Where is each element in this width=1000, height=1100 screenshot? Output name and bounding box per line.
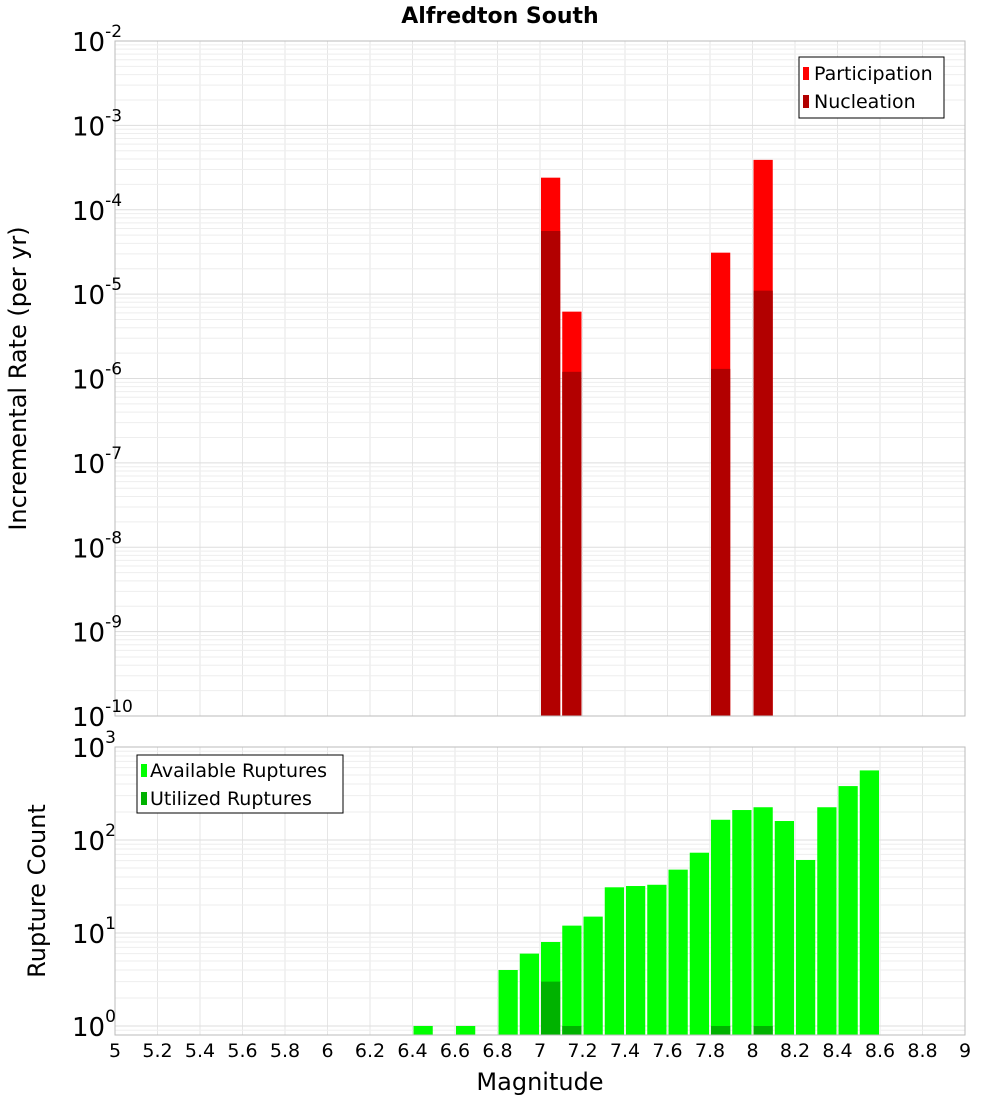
x-tick-label: 7.8 <box>695 1040 725 1062</box>
x-tick-label: 8.2 <box>780 1040 810 1062</box>
x-tick-label: 6.8 <box>482 1040 512 1062</box>
available-ruptures-bar <box>456 1025 476 1035</box>
x-tick-label: 5.2 <box>142 1040 172 1062</box>
x-tick-label: 7 <box>534 1040 546 1062</box>
available-ruptures-bar <box>859 770 879 1035</box>
available-ruptures-bar <box>647 884 667 1035</box>
available-ruptures-bar <box>774 821 794 1035</box>
x-tick-label: 6.6 <box>440 1040 470 1062</box>
available-ruptures-bar <box>413 1025 433 1035</box>
utilized-ruptures-bar <box>711 1025 731 1035</box>
nucleation-bar <box>711 368 731 716</box>
available-ruptures-bar <box>626 886 646 1035</box>
available-legend-swatch <box>141 764 147 777</box>
nucleation-bar <box>562 371 582 716</box>
available-ruptures-bar <box>562 925 582 1035</box>
y-tick-label: 103 <box>72 728 116 764</box>
y-tick-label: 10-6 <box>72 360 122 396</box>
x-tick-label: 6.4 <box>397 1040 427 1062</box>
y-tick-label: 100 <box>72 1007 116 1043</box>
rate-panel-grid <box>114 41 966 717</box>
x-tick-label: 5 <box>109 1040 121 1062</box>
rate-panel-bars <box>541 159 773 717</box>
utilized-legend-label: Utilized Ruptures <box>150 788 312 810</box>
x-tick-label: 8.6 <box>865 1040 895 1062</box>
available-ruptures-bar <box>732 810 752 1035</box>
x-tick-label: 8.8 <box>907 1040 937 1062</box>
x-tick-label: 5.4 <box>185 1040 215 1062</box>
y-tick-label: 10-3 <box>72 106 122 142</box>
rate-panel-y-ticks: 10-10 10-9 10-8 10-7 10-6 10-5 10-4 10-3 10-2 <box>72 22 133 733</box>
count-panel-frame <box>114 746 966 1036</box>
available-legend-label: Available Ruptures <box>150 760 327 782</box>
y-tick-label: 10-10 <box>72 697 133 733</box>
available-ruptures-bar <box>796 859 816 1035</box>
x-axis-ticks: 5 5.2 5.4 5.6 5.8 6 6.2 6.4 6.6 6.8 7 7.2 7.4 7.6 7.8 8… <box>109 1040 971 1062</box>
rate-legend-box <box>798 56 945 119</box>
chart-title: Alfredton South <box>401 4 598 29</box>
available-ruptures-bar <box>711 819 731 1035</box>
count-legend-box <box>136 754 344 814</box>
rate-panel-frame <box>114 40 966 717</box>
count-panel: 100 101 102 103 Rupture Count Available Rup… <box>23 728 966 1043</box>
y-tick-label: 10-4 <box>72 191 122 227</box>
available-ruptures-bar <box>838 786 858 1035</box>
utilized-ruptures-bar <box>541 981 561 1035</box>
utilized-ruptures-bar <box>753 1025 773 1035</box>
rate-panel: 10-10 10-9 10-8 10-7 10-6 10-5 10-4 10-3 10-2 In… <box>4 22 966 733</box>
available-ruptures-bar <box>498 969 518 1035</box>
available-ruptures-bar <box>689 852 709 1035</box>
rate-legend: Participation Nucleation <box>798 56 945 119</box>
count-legend: Available Ruptures Utilized Ruptures <box>136 754 344 814</box>
count-y-axis-label: Rupture Count <box>23 804 51 978</box>
x-tick-label: 5.6 <box>227 1040 257 1062</box>
x-tick-label: 6 <box>321 1040 333 1062</box>
x-tick-label: 7.2 <box>567 1040 597 1062</box>
y-tick-label: 10-8 <box>72 528 122 564</box>
y-tick-label: 10-7 <box>72 444 122 480</box>
x-tick-label: 5.8 <box>270 1040 300 1062</box>
x-tick-label: 6.2 <box>355 1040 385 1062</box>
available-ruptures-bar <box>668 869 688 1035</box>
rate-y-axis-label: Incremental Rate (per yr) <box>4 226 32 530</box>
nucleation-legend-label: Nucleation <box>814 91 916 113</box>
nucleation-legend-swatch <box>803 95 809 108</box>
y-tick-label: 10-5 <box>72 275 122 311</box>
available-ruptures-bar <box>583 916 603 1035</box>
y-tick-label: 10-2 <box>72 22 122 58</box>
x-tick-label: 8.4 <box>822 1040 852 1062</box>
nucleation-bar <box>753 290 773 716</box>
x-tick-label: 7.4 <box>610 1040 640 1062</box>
participation-legend-label: Participation <box>814 63 933 85</box>
y-tick-label: 10-9 <box>72 613 122 649</box>
x-tick-label: 9 <box>959 1040 971 1062</box>
utilized-legend-swatch <box>141 792 147 805</box>
x-tick-label: 8 <box>746 1040 758 1062</box>
available-ruptures-bar <box>519 953 539 1035</box>
nucleation-bar <box>541 230 561 716</box>
available-ruptures-bar <box>817 807 837 1035</box>
y-tick-label: 102 <box>72 821 116 857</box>
y-tick-label: 101 <box>72 914 116 950</box>
x-tick-label: 7.6 <box>652 1040 682 1062</box>
available-ruptures-bar <box>753 807 773 1035</box>
available-ruptures-bar <box>604 887 624 1035</box>
count-panel-y-ticks: 100 101 102 103 <box>72 728 116 1043</box>
participation-legend-swatch <box>803 67 809 80</box>
utilized-ruptures-bar <box>562 1025 582 1035</box>
count-panel-bars <box>413 770 879 1035</box>
x-axis-label: Magnitude <box>476 1068 603 1096</box>
